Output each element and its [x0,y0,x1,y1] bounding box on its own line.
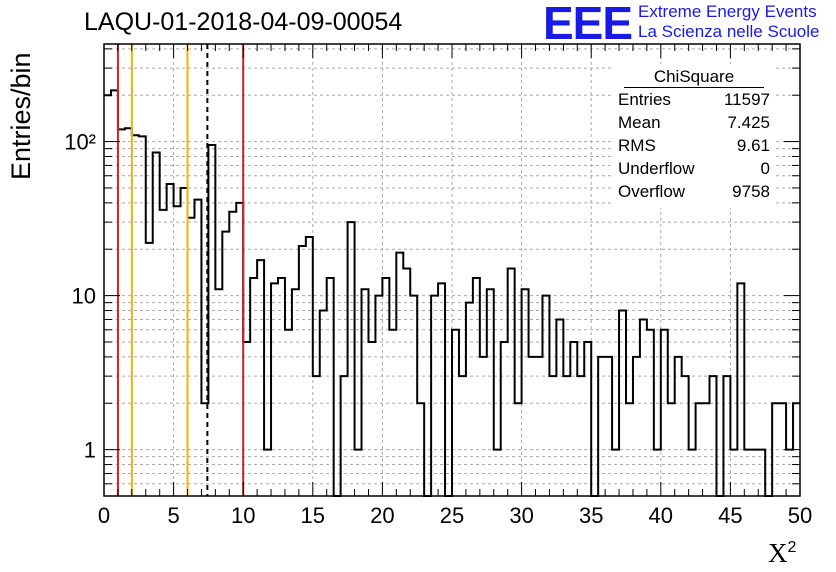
x-tick-label: 35 [579,503,603,528]
x-tick-label: 25 [440,503,464,528]
stats-row-mean: Mean 7.425 [612,111,776,134]
stats-label: Entries [618,90,671,109]
x-tick-label: 15 [301,503,325,528]
x-tick-label: 10 [231,503,255,528]
eee-logo: EEE [543,0,633,49]
stats-label: Overflow [618,182,686,201]
stats-box: ChiSquare Entries 11597 Mean 7.425 RMS 9.61… [612,64,776,208]
stats-value: 9758 [732,182,770,201]
stats-label: RMS [618,136,656,155]
histogram-series [104,89,800,497]
y-tick-label: 10² [64,130,96,155]
x-tick-label: 20 [370,503,394,528]
stats-label: Mean [618,113,661,132]
logo-line-1: Extreme Energy Events [638,2,817,21]
y-axis-label: Entries/bin [6,52,36,180]
x-tick-label: 30 [509,503,533,528]
stats-value: 11597 [723,90,770,109]
x-axis-label: X2 [768,538,796,569]
stats-value: 9.61 [736,136,770,155]
stats-row-rms: RMS 9.61 [612,134,776,157]
stats-value: 0 [760,159,770,178]
x-tick-label: 40 [649,503,673,528]
y-tick-label: 10 [72,284,96,309]
x-tick-label: 0 [98,503,110,528]
x-tick-label: 45 [718,503,742,528]
stats-row-entries: Entries 11597 [612,88,776,111]
x-axis-label-sup: 2 [787,539,797,556]
x-axis-label-base: X [768,538,788,568]
x-tick-label: 50 [788,503,812,528]
stats-label: Underflow [618,159,695,178]
chart-title: LAQU-01-2018-04-09-00054 [84,8,403,36]
stats-value: 7.425 [727,113,770,132]
stats-title: ChiSquare [624,64,764,88]
logo-line-2: La Scienza nelle Scuole [638,22,820,41]
y-tick-label: 1 [84,438,96,463]
stats-row-overflow: Overflow 9758 [612,180,776,203]
stats-row-underflow: Underflow 0 [612,157,776,180]
x-tick-label: 5 [167,503,179,528]
